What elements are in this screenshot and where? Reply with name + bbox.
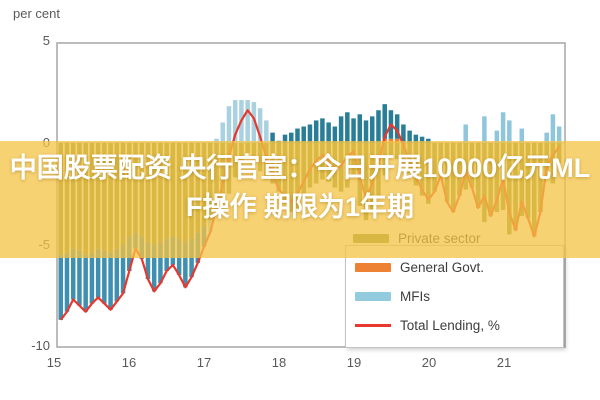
- headline-line-2: F操作 期限为1年期: [185, 192, 414, 222]
- y-tick-label: -5: [38, 236, 50, 252]
- headline-line-1: 中国股票配资 央行官宣：今日开展10000亿元ML: [9, 153, 591, 183]
- x-tick-label: 16: [121, 355, 137, 370]
- mfis-swatch: [355, 292, 391, 301]
- x-tick-label: 20: [421, 355, 437, 370]
- legend-item-mfis: MFIs: [355, 289, 563, 304]
- news-headline: 中国股票配资 央行官宣：今日开展10000亿元ML F操作 期限为1年期: [0, 149, 600, 227]
- y-tick-label: -10: [31, 338, 50, 354]
- y-axis-unit-label: per cent: [13, 6, 60, 21]
- x-tick-label: 21: [496, 355, 512, 370]
- general-govt-swatch: [355, 263, 391, 272]
- legend-item-general-govt: General Govt.: [355, 260, 563, 275]
- legend-item-private-sector: Private sector: [353, 231, 481, 246]
- x-tick-label: 19: [346, 355, 362, 370]
- legend-label-general-govt: General Govt.: [400, 260, 485, 275]
- x-tick-label: 15: [46, 355, 62, 370]
- x-tick-label: 17: [196, 355, 212, 370]
- private-sector-swatch: [353, 234, 389, 243]
- legend-label-total-lending: Total Lending, %: [400, 318, 500, 333]
- legend-label-private-sector: Private sector: [398, 231, 481, 246]
- x-tick-label: 18: [271, 355, 287, 370]
- total-lending-line-swatch: [355, 324, 391, 327]
- legend-item-total-lending: Total Lending, %: [355, 318, 563, 333]
- legend-label-mfis: MFIs: [400, 289, 430, 304]
- chart-legend-box: General Govt. MFIs Total Lending, %: [345, 245, 564, 348]
- y-tick-label: 0: [42, 134, 50, 150]
- y-tick-label: 5: [42, 33, 50, 49]
